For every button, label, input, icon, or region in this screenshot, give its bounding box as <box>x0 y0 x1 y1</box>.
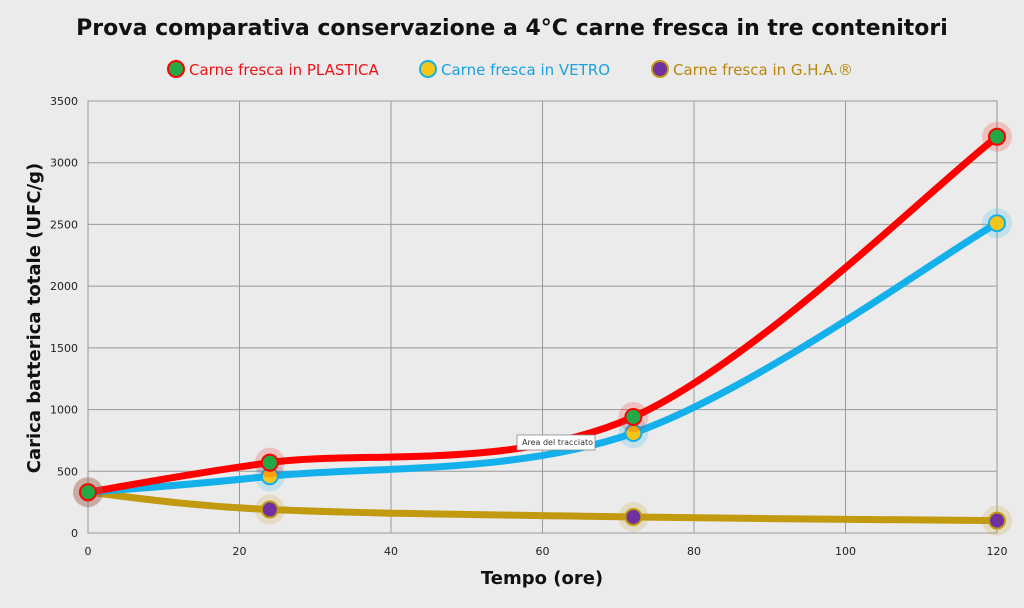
x-tick-label: 0 <box>85 545 92 558</box>
y-tick-label: 0 <box>71 527 78 540</box>
x-tick-label: 60 <box>536 545 550 558</box>
x-tick-label: 40 <box>384 545 398 558</box>
y-tick-label: 1500 <box>50 342 78 355</box>
legend-label: Carne fresca in VETRO <box>441 61 610 79</box>
tooltip: Area del tracciato <box>516 434 596 451</box>
legend-label: Carne fresca in G.H.A.® <box>673 61 853 79</box>
data-point[interactable] <box>260 453 279 472</box>
y-axis-title: Carica batterica totale (UFC/g) <box>24 163 45 473</box>
data-point[interactable] <box>79 483 97 502</box>
y-tick-label: 2500 <box>50 218 78 231</box>
chart-title: Prova comparativa conservazione a 4°C ca… <box>76 16 948 41</box>
y-tick-label: 500 <box>57 465 78 478</box>
series-line[interactable] <box>84 219 1001 496</box>
data-point[interactable] <box>624 407 643 426</box>
tooltip-box <box>516 434 596 451</box>
x-tick-label: 100 <box>835 545 856 558</box>
x-tick-label: 80 <box>687 545 701 558</box>
legend-label: Carne fresca in PLASTICA <box>189 61 379 79</box>
legend: Carne fresca in PLASTICA Carne fresca in … <box>167 60 853 79</box>
x-axis-title: Tempo (ore) <box>481 568 603 589</box>
grid-lines <box>87 100 998 534</box>
x-tick-label: 120 <box>987 545 1008 558</box>
y-tick-label: 3000 <box>50 157 78 170</box>
y-tick-label: 1000 <box>50 404 78 417</box>
y-tick-label: 3500 <box>50 95 78 108</box>
data-point[interactable] <box>260 500 279 519</box>
y-axis-ticks: 0 500 1000 1500 2000 2500 3000 3500 <box>50 95 78 540</box>
series-line[interactable] <box>84 488 1001 525</box>
tooltip-text: Area del tracciato <box>522 438 593 447</box>
legend-marker <box>651 60 669 78</box>
data-point[interactable] <box>624 507 643 526</box>
y-tick-label: 2000 <box>50 280 78 293</box>
data-point[interactable] <box>988 511 1006 530</box>
x-axis-ticks: 0 20 40 60 80 100 120 <box>85 545 1008 558</box>
series-markers <box>73 121 1012 536</box>
legend-marker <box>167 60 185 78</box>
data-point[interactable] <box>988 127 1006 146</box>
data-point[interactable] <box>988 214 1006 233</box>
x-tick-label: 20 <box>233 545 247 558</box>
legend-marker <box>419 60 437 78</box>
